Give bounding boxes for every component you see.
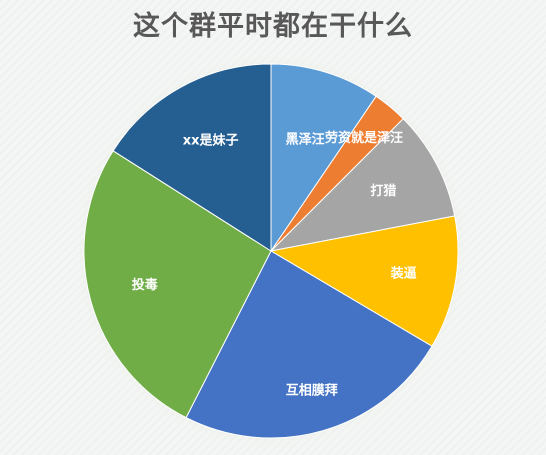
- slice-label: 黑泽汪: [286, 132, 325, 148]
- slice-label: 互相膜拜: [286, 383, 338, 399]
- slice-label: xx是妹子: [183, 133, 239, 149]
- pie-slices: [83, 63, 459, 439]
- pie-slice: [269, 215, 459, 347]
- slice-label: 投毒: [132, 277, 158, 293]
- pie-slice: [83, 150, 272, 419]
- slice-label: 装逼: [390, 266, 417, 282]
- slice-label: 劳资就是泽汪: [325, 130, 403, 146]
- pie-slice: [112, 63, 272, 252]
- slice-label: 打猎: [370, 183, 396, 199]
- pie-slice: [270, 63, 377, 253]
- chart-title: 这个群平时都在干什么: [133, 11, 413, 42]
- pie-slice: [269, 118, 456, 252]
